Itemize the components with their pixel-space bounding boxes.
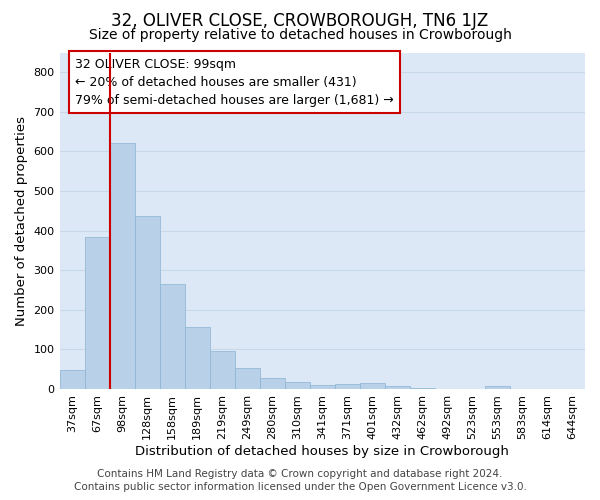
Bar: [85, 238, 110, 389]
Bar: [485, 386, 510, 389]
Bar: [185, 327, 209, 389]
Bar: [310, 384, 335, 389]
Bar: [110, 143, 134, 389]
Bar: [360, 383, 385, 389]
Bar: [285, 382, 310, 389]
Bar: [410, 388, 435, 389]
Text: 32, OLIVER CLOSE, CROWBOROUGH, TN6 1JZ: 32, OLIVER CLOSE, CROWBOROUGH, TN6 1JZ: [112, 12, 488, 30]
Bar: [59, 370, 85, 389]
X-axis label: Distribution of detached houses by size in Crowborough: Distribution of detached houses by size …: [136, 444, 509, 458]
Bar: [160, 284, 185, 389]
Bar: [235, 368, 260, 389]
Bar: [335, 384, 360, 389]
Text: Contains HM Land Registry data © Crown copyright and database right 2024.
Contai: Contains HM Land Registry data © Crown c…: [74, 470, 526, 492]
Bar: [260, 378, 285, 389]
Bar: [209, 352, 235, 389]
Text: 32 OLIVER CLOSE: 99sqm
← 20% of detached houses are smaller (431)
79% of semi-de: 32 OLIVER CLOSE: 99sqm ← 20% of detached…: [76, 58, 394, 106]
Text: Size of property relative to detached houses in Crowborough: Size of property relative to detached ho…: [89, 28, 511, 42]
Bar: [385, 386, 410, 389]
Bar: [134, 216, 160, 389]
Y-axis label: Number of detached properties: Number of detached properties: [15, 116, 28, 326]
